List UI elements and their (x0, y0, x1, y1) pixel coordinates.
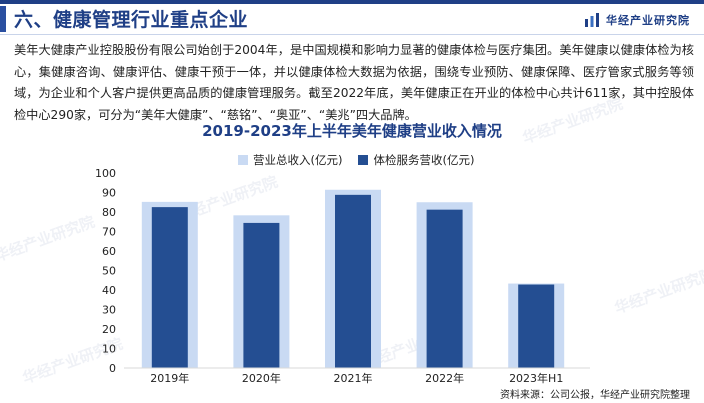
top-accent-rule (0, 0, 704, 4)
y-tick-label: 80 (102, 206, 116, 219)
bar-chart-logo-icon (585, 13, 599, 27)
y-tick-label: 40 (102, 284, 116, 297)
legend-label-checkup-revenue: 体检服务营收(亿元) (373, 153, 475, 167)
chart-legend: 营业总收入(亿元) 体检服务营收(亿元) (238, 152, 474, 168)
brand: 华经产业研究院 (584, 12, 690, 28)
intro-paragraph: 美年大健康产业控股股份有限公司始创于2004年，是中国规模和影响力显著的健康体检… (14, 43, 694, 122)
legend-swatch-total-revenue (238, 155, 248, 165)
source-note: 资料来源：公司公报，华经产业研究院整理 (500, 390, 690, 401)
legend-item-checkup-revenue: 体检服务营收(亿元) (358, 152, 474, 168)
y-tick-label: 10 (102, 343, 116, 356)
chart-title: 2019-2023年上半年美年健康营业收入情况 (202, 122, 502, 140)
title-accent-bar (0, 6, 6, 32)
brand-name: 华经产业研究院 (606, 14, 690, 27)
x-tick-label: 2020年 (242, 371, 281, 385)
x-tick-label: 2021年 (334, 371, 373, 385)
bar-checkup-revenue (151, 207, 188, 368)
legend-label-total-revenue: 营业总收入(亿元) (253, 153, 343, 167)
y-axis: 0 10 20 30 40 50 60 70 80 90 100 (95, 167, 116, 375)
bar-checkup-revenue (426, 209, 463, 368)
x-tick-label: 2023年H1 (509, 371, 563, 385)
page-header: 六、健康管理行业重点企业 华经产业研究院 (0, 4, 704, 34)
page-title: 六、健康管理行业重点企业 (14, 9, 249, 31)
y-tick-label: 30 (102, 304, 116, 317)
y-tick-label: 0 (109, 362, 116, 375)
bar-checkup-revenue (243, 222, 280, 368)
x-axis: 2019年 2020年 2021年 2022年 2023年H1 (150, 371, 563, 385)
bar-checkup-revenue (335, 194, 371, 368)
legend-item-total-revenue: 营业总收入(亿元) (238, 152, 342, 168)
y-tick-label: 20 (102, 323, 116, 336)
header-divider (0, 34, 704, 35)
bar-series (141, 189, 565, 368)
y-tick-label: 60 (102, 245, 116, 258)
y-tick-label: 70 (102, 226, 116, 239)
y-tick-label: 90 (102, 187, 116, 200)
legend-swatch-checkup-revenue (358, 155, 369, 165)
y-tick-label: 50 (102, 265, 116, 278)
x-tick-label: 2019年 (150, 371, 189, 385)
x-tick-label: 2022年 (425, 371, 464, 385)
y-tick-label: 100 (95, 167, 116, 180)
bar-checkup-revenue (518, 284, 555, 368)
